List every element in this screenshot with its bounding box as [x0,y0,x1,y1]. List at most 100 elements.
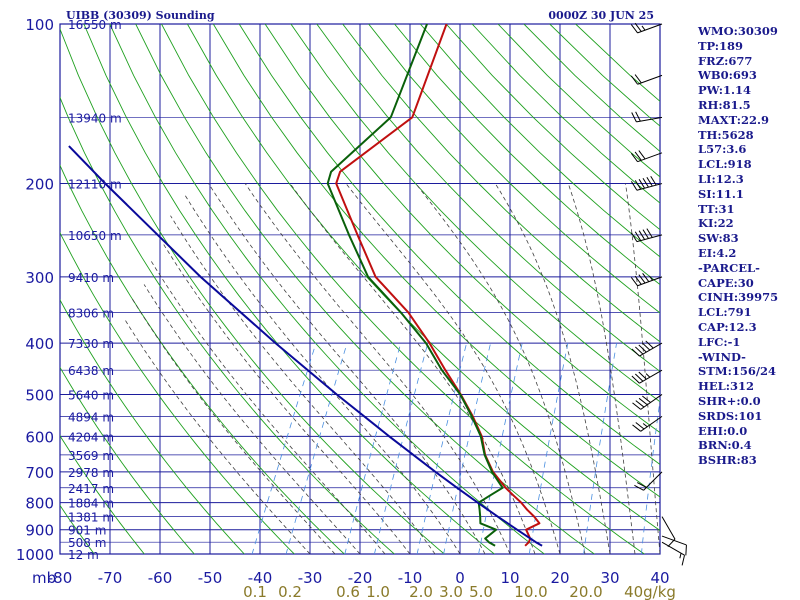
wind-barb-staff [636,183,663,191]
pressure-label: 300 [25,269,54,287]
moist-adiabat [162,243,411,554]
mixing-ratio-label: 1.0 [366,583,390,600]
height-label: 9410 m [68,271,114,285]
pressure-label: 700 [25,464,54,482]
moist-adiabat [143,284,361,554]
index-entry: -PARCEL- [698,260,760,275]
wind-barb-staff [637,152,663,163]
temperature-tick-label: 0 [455,569,465,587]
index-entry: EHI:0.0 [698,423,748,438]
mixing-ratio-line [528,343,569,554]
wind-barb-staff [637,276,663,287]
index-entry: WB0:693 [698,68,757,83]
index-entry: CINH:39975 [698,290,779,305]
adiabat-lines [60,24,660,554]
mixing-ratio-label: 3.0 [439,583,463,600]
temperature-tick-label: -20 [348,569,373,587]
dry-adiabat [212,24,660,498]
height-label: 1884 m [68,497,114,511]
parcel-trace [68,145,543,547]
index-entry: WMO:30309 [698,24,778,38]
wind-barb-flag [632,402,642,410]
height-label: 901 m [68,524,106,538]
wind-barb [630,175,663,191]
wind-barb-flag [634,74,642,84]
dry-adiabat [368,24,660,314]
index-entry: PW:1.14 [698,83,752,98]
height-label: 6438 m [68,364,114,378]
height-label: 2417 m [68,482,114,496]
wind-barb [630,150,663,163]
pressure-label: 1000 [16,546,54,564]
dry-adiabat [60,366,195,554]
wind-barb-staff [636,234,663,243]
wind-barb-flag [638,344,647,353]
mixing-ratio-line [640,397,660,554]
mixing-ratio-label: 40g/kg [624,583,676,600]
wind-barb-flag [634,484,644,491]
index-entry: LCL:791 [698,305,752,320]
wind-barb-staff [637,23,663,34]
dry-adiabat [60,504,95,554]
wind-barb-flag [632,424,642,432]
dry-adiabat [264,24,660,434]
stability-index-panel: WMO:30309 TP:189 FRZ:677 WB0:693 PW:1.14 RH:8… [698,24,798,468]
wind-barb-staff [640,394,663,410]
temperature-tick-label: -30 [298,569,323,587]
wind-barb-flag [635,111,641,122]
height-label: 3569 m [68,449,114,463]
wind-barb-half-flag [641,25,646,31]
mixing-ratio-label: 10.0 [514,583,547,600]
wind-barb-flag [637,482,647,488]
mixing-ratio-line [285,342,348,554]
wind-barb-flag [638,397,648,406]
dry-adiabat [60,96,395,554]
pressure-label: 500 [25,386,54,404]
temperature-tick-label: -40 [248,569,273,587]
wind-barb [661,541,686,566]
mixing-ratio-line [583,343,617,554]
wind-barb-flag [685,544,687,556]
index-entry: TH:5628 [698,127,754,142]
dry-adiabat [187,24,660,532]
moist-adiabat [150,260,386,554]
temperature-tick-label: -60 [148,569,173,587]
pressure-label: 100 [25,16,54,34]
wind-barb [630,228,663,243]
index-entry: TT:31 [698,201,735,216]
wind-barb-flag [642,229,649,239]
index-entry: FRZ:677 [698,53,753,68]
wind-barb-flag [630,277,638,287]
wind-barb-flag [638,179,646,189]
mixing-ratio-line [443,343,491,554]
wind-barb-staff [640,415,663,432]
dry-adiabat [60,231,295,554]
pressure-unit-label: mb [32,569,56,587]
dry-adiabat [83,24,496,554]
grid-lines [59,23,661,555]
temperature-tick-label: -70 [98,569,123,587]
mixing-ratio-line [416,343,467,554]
index-entry: SI:11.1 [698,186,744,201]
mixing-ratio-line [373,342,429,554]
wind-barb-flag [630,75,638,85]
pressure-label: 800 [25,495,54,513]
moist-adiabat [208,183,486,554]
wind-barb-flag [681,555,686,566]
height-label: 4204 m [68,430,114,444]
wind-barb-flag [635,346,644,355]
index-entry: RH:81.5 [698,97,751,112]
index-entry: MAXT:22.9 [698,112,769,127]
moist-adiabat [494,183,611,554]
index-entry: L57:3.6 [698,142,747,157]
index-entry: LI:12.3 [698,171,744,186]
wind-barb-flag [641,342,651,351]
dry-adiabat [60,164,345,554]
wind-barb-flag [646,176,653,187]
wind-barb-flag [642,178,649,188]
wind-barb-staff [639,342,663,357]
sounding-traces [68,24,543,547]
wind-barb-staff [637,74,663,85]
